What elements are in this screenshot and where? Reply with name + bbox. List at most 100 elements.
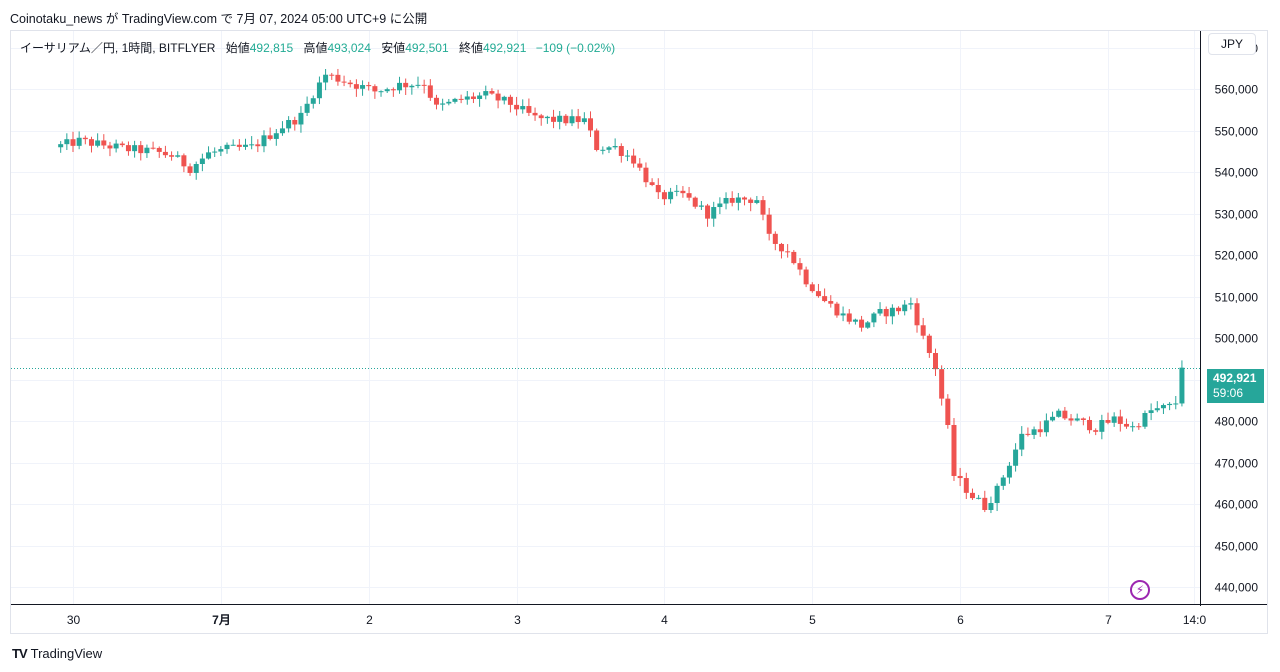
candle-body xyxy=(212,151,218,153)
candle-body xyxy=(581,118,587,123)
low-value: 492,501 xyxy=(405,41,449,55)
y-tick-label: 530,000 xyxy=(1215,208,1259,222)
candle-body xyxy=(815,291,821,297)
candle-body xyxy=(828,301,834,304)
candle-body xyxy=(902,304,908,312)
x-tick-label: 4 xyxy=(661,613,668,627)
candle-body xyxy=(538,115,544,119)
candle-body xyxy=(1037,429,1043,433)
candle-body xyxy=(58,144,64,148)
candle-body xyxy=(594,130,600,150)
candle-body xyxy=(1173,403,1179,405)
candle-body xyxy=(187,166,193,173)
candle-body xyxy=(649,182,655,185)
x-tick-label: 30 xyxy=(67,613,81,627)
candle-body xyxy=(526,106,532,113)
open-label: 始値 xyxy=(225,41,250,55)
candle-body xyxy=(464,96,470,100)
last-price-value: 492,921 xyxy=(1213,371,1257,385)
tradingview-brand[interactable]: TV TradingView xyxy=(12,646,102,661)
currency-button[interactable]: JPY xyxy=(1208,33,1256,55)
candle-body xyxy=(705,205,711,219)
y-tick-label: 510,000 xyxy=(1215,291,1259,305)
candle-body xyxy=(298,112,304,125)
x-tick-label: 7 xyxy=(1105,613,1112,627)
candle-body xyxy=(1099,420,1105,432)
candle-body xyxy=(193,163,199,173)
candle-body xyxy=(273,133,279,139)
x-tick-label: 14:0 xyxy=(1183,613,1207,627)
candle-body xyxy=(249,144,255,146)
candle-body xyxy=(520,106,526,110)
candle-body xyxy=(963,478,969,493)
candle-body xyxy=(138,145,144,154)
axes: 440,000450,000460,000470,000480,000490,0… xyxy=(11,31,1267,627)
candle-body xyxy=(175,155,181,157)
y-tick-label: 480,000 xyxy=(1215,415,1259,429)
candle-body xyxy=(119,143,125,146)
y-tick-label: 440,000 xyxy=(1215,581,1259,595)
candle-body xyxy=(908,303,914,305)
candle-body xyxy=(988,503,994,510)
candle-body xyxy=(624,155,630,157)
candle-body xyxy=(218,149,224,152)
candle-body xyxy=(760,200,766,215)
candle-body xyxy=(723,197,729,204)
candle-body xyxy=(286,120,292,129)
candle-body xyxy=(353,84,359,89)
candle-body xyxy=(390,89,396,91)
candle-body xyxy=(1117,416,1123,424)
candle-body xyxy=(501,96,507,101)
candle-body xyxy=(575,116,581,123)
lightning-icon[interactable]: ⚡ xyxy=(1130,580,1150,600)
candle-body xyxy=(64,139,70,145)
candle-body xyxy=(489,91,495,94)
grid-lines xyxy=(11,31,1200,604)
candle-body xyxy=(1019,433,1025,450)
candle-body xyxy=(896,307,902,312)
y-tick-label: 470,000 xyxy=(1215,457,1259,471)
candle-body xyxy=(686,193,692,198)
candle-body xyxy=(668,191,674,200)
candle-body xyxy=(236,144,242,147)
candle-body xyxy=(1025,433,1031,435)
candle-body xyxy=(1179,367,1185,404)
candle-body xyxy=(82,137,88,140)
candle-body xyxy=(433,97,439,105)
candle-body xyxy=(1068,418,1074,421)
candle-body xyxy=(877,308,883,314)
change-value: −109 (−0.02%) xyxy=(535,41,616,55)
x-tick-label: 6 xyxy=(957,613,964,627)
candle-body xyxy=(945,398,951,425)
candle-body xyxy=(1080,418,1086,420)
candle-body xyxy=(846,313,852,322)
candle-body xyxy=(507,96,513,105)
candle-body xyxy=(323,74,329,83)
candle-body xyxy=(680,190,686,194)
candle-body xyxy=(427,85,433,98)
candle-body xyxy=(150,147,156,149)
candle-body xyxy=(939,369,945,399)
candle-body xyxy=(1105,420,1111,423)
open-value: 492,815 xyxy=(249,41,294,55)
symbol-label[interactable]: イーサリアム／円, 1時間, BITFLYER xyxy=(20,41,216,55)
candle-body xyxy=(698,205,704,207)
y-tick-label: 550,000 xyxy=(1215,125,1259,139)
candle-body xyxy=(1142,413,1148,427)
candle-body xyxy=(871,313,877,323)
candle-body xyxy=(206,152,212,159)
candle-body xyxy=(329,74,335,76)
candle-body xyxy=(889,307,895,317)
candle-body xyxy=(859,319,865,328)
candle-body xyxy=(1148,410,1154,414)
candle-body xyxy=(655,184,661,193)
x-tick-label: 3 xyxy=(514,613,521,627)
candle-body xyxy=(341,81,347,83)
candle-body xyxy=(76,137,82,146)
candle-body xyxy=(1074,418,1080,421)
candle-body xyxy=(785,251,791,253)
y-tick-label: 460,000 xyxy=(1215,498,1259,512)
candle-body xyxy=(409,85,415,88)
candle-body xyxy=(1111,416,1117,423)
